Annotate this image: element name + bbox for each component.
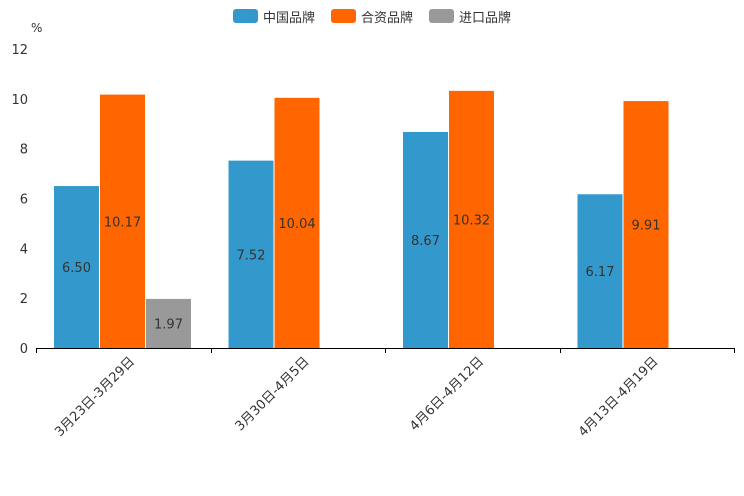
bar-value-label-1-2: 7.52: [237, 248, 266, 263]
legend-item-china-brand[interactable]: 中国品牌: [232, 7, 315, 26]
legend-label-jv-brand: 合资品牌: [360, 10, 413, 26]
y-tick-label-4: 4: [20, 242, 28, 257]
legend-item-jv-brand[interactable]: 合资品牌: [330, 7, 413, 26]
bar-2-2[interactable]: [274, 97, 320, 348]
bar-value-label-1-4: 6.17: [586, 265, 615, 280]
bar-value-label-2-1: 10.17: [104, 215, 141, 230]
bar-1-4[interactable]: [577, 194, 623, 348]
bar-value-label-1-1: 6.50: [62, 261, 91, 276]
bar-2-1[interactable]: [100, 94, 145, 348]
legend: 中国品牌 合资品牌 进口品牌: [0, 7, 744, 26]
bar-3-1[interactable]: [146, 298, 191, 348]
x-category-label-1: 3月23日-3月29日: [52, 354, 138, 440]
x-category-label-4: 4月13日-4月19日: [576, 354, 662, 440]
legend-swatch-china-brand: [232, 9, 258, 23]
legend-label-import-brand: 进口品牌: [459, 10, 512, 26]
legend-swatch-import-brand: [429, 9, 454, 23]
bar-1-1[interactable]: [54, 186, 99, 348]
bar-2-4[interactable]: [623, 101, 669, 348]
y-tick-label-2: 2: [20, 292, 28, 307]
bar-value-label-3-1: 1.97: [154, 317, 183, 332]
legend-swatch-jv-brand: [330, 9, 356, 23]
bar-1-3[interactable]: [403, 131, 448, 348]
y-tick-label-8: 8: [20, 143, 28, 158]
legend-label-china-brand: 中国品牌: [262, 10, 315, 26]
bar-2-3[interactable]: [449, 90, 494, 349]
y-tick-label-12: 12: [11, 43, 28, 58]
y-tick-label-6: 6: [20, 193, 28, 208]
x-category-label-3: 4月6日-4月12日: [407, 354, 487, 434]
legend-item-import-brand[interactable]: 进口品牌: [429, 7, 512, 26]
bar-value-label-2-4: 9.91: [632, 219, 661, 234]
bar-value-label-1-3: 8.67: [411, 234, 440, 249]
y-axis-unit-label: %: [31, 21, 43, 35]
y-tick-label-10: 10: [11, 93, 28, 108]
bar-value-label-2-3: 10.32: [453, 213, 490, 228]
bar-value-label-2-2: 10.04: [278, 217, 315, 232]
x-category-label-2: 3月30日-4月5日: [233, 354, 313, 434]
y-tick-label-0: 0: [20, 342, 28, 357]
bar-1-2[interactable]: [228, 160, 274, 348]
